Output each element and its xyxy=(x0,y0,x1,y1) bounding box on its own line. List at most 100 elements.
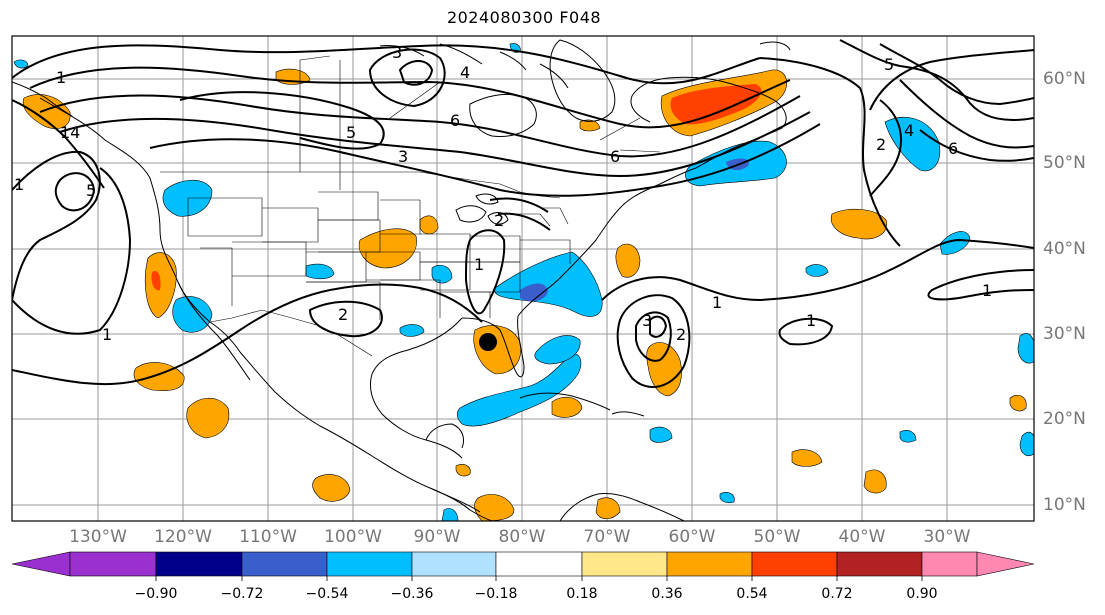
patch-us-small-cool-2 xyxy=(399,324,425,337)
colorbar-segment xyxy=(836,551,923,577)
lon-label: 100°W xyxy=(324,527,382,547)
patch-baja-cool xyxy=(172,296,213,333)
patch-bahamas-cool xyxy=(534,335,581,365)
patch-gulf-mex-cool xyxy=(456,353,582,427)
colorbar-segment xyxy=(155,551,243,577)
contour-label: 1 xyxy=(474,255,484,274)
contour-label: 5 xyxy=(884,55,894,74)
great-lakes xyxy=(455,193,509,225)
contour-ne-atlantic xyxy=(759,57,901,247)
colorbar-tick-label: −0.18 xyxy=(474,586,518,602)
contour-pacific-south xyxy=(12,283,483,386)
contour-label: 4 xyxy=(460,63,470,82)
contours xyxy=(12,39,1034,388)
patch-atlantic-cool-1 xyxy=(939,231,971,255)
colorbar-extend-low xyxy=(11,551,71,577)
contour-label: 6 xyxy=(450,111,460,130)
patch-labrador-core xyxy=(670,84,762,125)
lon-label: 30°W xyxy=(923,527,971,547)
contour-label: 5 xyxy=(346,123,356,142)
lat-label: 40°N xyxy=(1043,239,1086,259)
florida xyxy=(461,315,525,378)
contour-label: 1 xyxy=(56,68,66,87)
colorbar-extend-high xyxy=(976,551,1035,577)
central-america xyxy=(429,487,495,521)
east-coast xyxy=(517,167,697,317)
contour-label: 2 xyxy=(494,211,504,230)
patch-us-plains-cool xyxy=(305,263,335,280)
colorbar-segment xyxy=(581,551,668,577)
cuba xyxy=(519,392,611,411)
lon-label: 80°W xyxy=(498,527,546,547)
contour-label: 14 xyxy=(60,123,80,142)
contour-labels: 1 1 1 1 1 1 1 2 2 2 2 3 3 3 4 4 5 5 5 6 … xyxy=(14,43,992,344)
patch-us-southeast-core xyxy=(520,283,548,302)
colorbar-segment xyxy=(326,551,413,577)
patch-atlantic-cool-5 xyxy=(899,430,917,443)
patch-us-southeast-cool xyxy=(494,251,603,317)
lon-label: 130°W xyxy=(69,527,127,547)
contour-label: 1 xyxy=(712,293,722,312)
contour-label: 3 xyxy=(398,147,408,166)
lon-label: 40°W xyxy=(838,527,886,547)
colorbar-segment xyxy=(495,551,583,577)
patch-bc-warm xyxy=(22,94,71,129)
colorbar-tick-label: 0.72 xyxy=(821,586,853,602)
lon-label: 110°W xyxy=(239,527,297,547)
canada-east xyxy=(630,76,787,169)
greenland xyxy=(549,39,616,122)
lon-label: 90°W xyxy=(413,527,461,547)
lat-label: 60°N xyxy=(1043,69,1086,89)
contour-label: 1 xyxy=(102,325,112,344)
colorbar-tick-label: −0.36 xyxy=(390,586,434,602)
patch-carib-cool-2 xyxy=(719,492,735,504)
colorbar-segment xyxy=(241,551,328,577)
patch-atlantic-warm-5 xyxy=(791,449,823,467)
contour-label: 1 xyxy=(14,175,24,194)
patch-central-am-warm-2 xyxy=(455,464,471,477)
colorbar-tick-label: −0.54 xyxy=(305,586,349,602)
contour-label: 2 xyxy=(338,305,348,324)
coastlines xyxy=(12,39,791,521)
patch-us-central-warm xyxy=(358,228,417,269)
patch-panama-warm xyxy=(474,494,515,521)
patch-atlantic-warm-1 xyxy=(830,208,887,240)
lat-label: 10°N xyxy=(1043,495,1086,515)
colorbar xyxy=(11,551,1035,581)
contour-label: 4 xyxy=(904,121,914,140)
patch-atlantic-cool-3 xyxy=(1017,333,1034,364)
patch-us-small-warm xyxy=(419,215,439,235)
contour-low-atlantic xyxy=(616,294,691,388)
map-frame xyxy=(11,35,1035,522)
contour-label: 3 xyxy=(642,311,652,330)
contour-label: 6 xyxy=(610,147,620,166)
map-title: 2024080300 F048 xyxy=(446,8,602,27)
contour-label: 1 xyxy=(806,311,816,330)
yucatan xyxy=(425,423,465,449)
patch-central-am-warm xyxy=(312,474,351,502)
colorbar-tick-label: 0.18 xyxy=(566,586,598,602)
patch-pnw-cool xyxy=(162,179,213,217)
patch-pac-cool-2 xyxy=(441,508,459,521)
colorbar-segment xyxy=(411,551,497,577)
colorbar-tick-label: −0.90 xyxy=(134,586,178,602)
patch-caribbean-cool xyxy=(649,426,673,443)
patch-alaska-cool-2 xyxy=(13,59,29,69)
west-coast xyxy=(39,97,481,513)
contour-label: 1 xyxy=(982,281,992,300)
colorbar-segment xyxy=(666,551,753,577)
lat-label: 30°N xyxy=(1043,324,1086,344)
lon-label: 120°W xyxy=(154,527,212,547)
gulf-coast xyxy=(369,317,463,459)
lat-label: 50°N xyxy=(1043,153,1086,173)
contour-label: 2 xyxy=(876,135,886,154)
patch-atlantic-cool-2 xyxy=(805,264,829,277)
patch-socal-warm xyxy=(144,252,177,319)
lon-label: 70°W xyxy=(583,527,631,547)
patch-pacific-warm-2 xyxy=(186,397,230,439)
colorbar-tick-label: 0.90 xyxy=(906,586,938,602)
contour-label: 3 xyxy=(392,43,402,62)
patch-atlantic-warm-7 xyxy=(1009,395,1027,412)
colorbar-tick-label: 0.36 xyxy=(651,586,683,602)
